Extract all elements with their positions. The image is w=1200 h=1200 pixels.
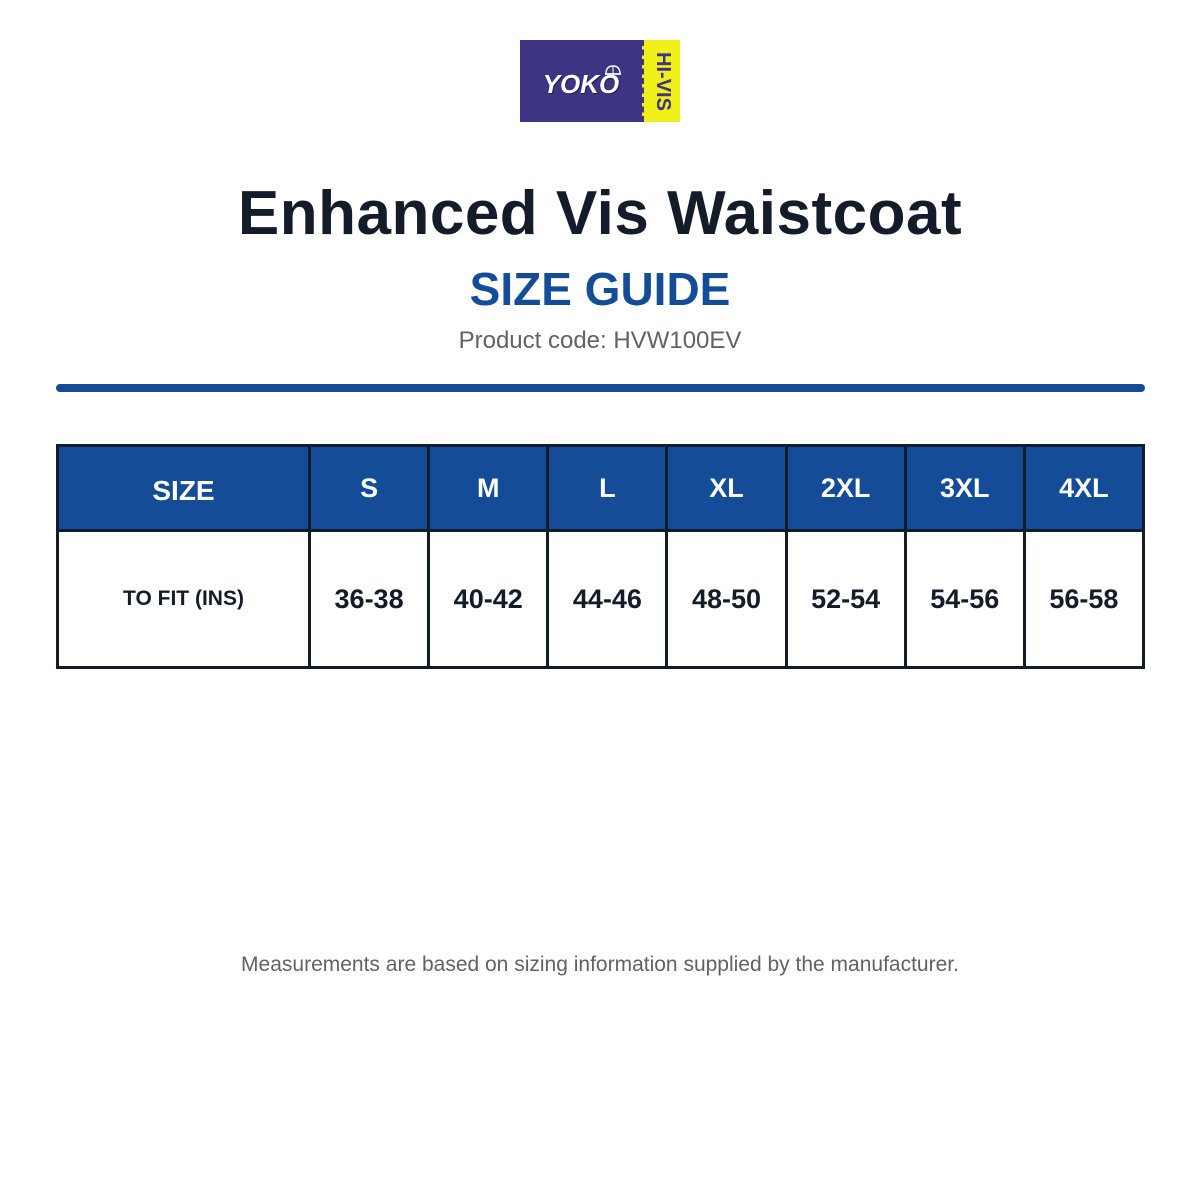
size-header-cell: S: [307, 444, 431, 532]
size-header-cell: M: [427, 444, 550, 532]
size-row-label: SIZE: [56, 444, 311, 532]
header-divider: [56, 384, 1145, 392]
helmet-icon: [605, 65, 621, 75]
logo-badge-text: HI-VIS: [651, 51, 674, 111]
fit-value-cell: 48-50: [665, 529, 788, 669]
fit-value-cell: 40-42: [427, 529, 550, 669]
logo-wordmark-panel: YOKO: [520, 40, 642, 122]
size-header-row: SIZE S M L XL 2XL 3XL 4XL: [56, 444, 1146, 532]
logo-badge-panel: HI-VIS: [642, 40, 680, 122]
size-header-cell: 3XL: [903, 444, 1026, 532]
size-header-cell: 4XL: [1022, 444, 1146, 532]
fit-value-cell: 54-56: [903, 529, 1026, 669]
fit-value-cell: 44-46: [546, 529, 669, 669]
fit-value-cell: 56-58: [1022, 529, 1146, 669]
fit-value-cell: 52-54: [784, 529, 907, 669]
brand-logo: YOKO HI-VIS: [520, 40, 680, 122]
size-table: SIZE S M L XL 2XL 3XL 4XL TO FIT (INS) 3…: [56, 444, 1146, 669]
size-header-cell: 2XL: [784, 444, 907, 532]
product-title: Enhanced Vis Waistcoat: [237, 179, 963, 248]
footnote: Measurements are based on sizing informa…: [241, 953, 959, 976]
size-header-cell: XL: [665, 444, 788, 532]
table-row: TO FIT (INS) 36-38 40-42 44-46 48-50 52-…: [56, 529, 1146, 669]
product-code: Product code: HVW100EV: [458, 327, 742, 354]
fit-value-cell: 36-38: [307, 529, 431, 669]
size-header-cell: L: [546, 444, 669, 532]
fit-row-label: TO FIT (INS): [56, 529, 311, 669]
size-guide-heading: SIZE GUIDE: [469, 263, 731, 315]
